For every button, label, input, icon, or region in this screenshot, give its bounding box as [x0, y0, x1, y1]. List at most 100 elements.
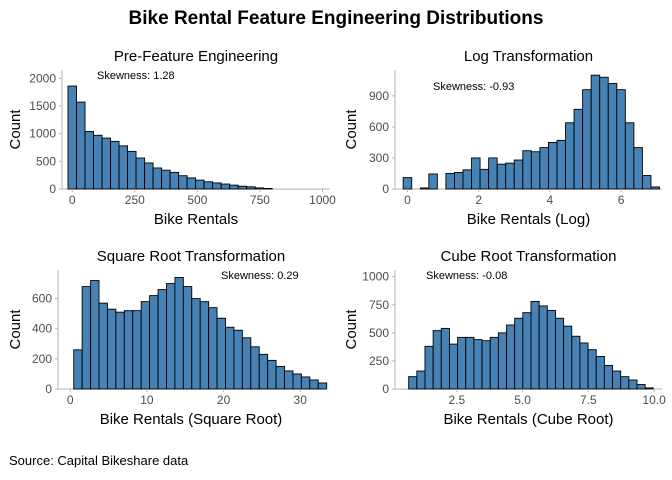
y-tick-label: 400: [32, 322, 52, 336]
histogram-bar: [127, 150, 137, 190]
histogram-bar: [161, 169, 171, 190]
histogram-bar: [216, 317, 226, 390]
histogram-bar: [98, 302, 108, 390]
x-tick-label: 10: [140, 393, 154, 407]
x-tick-label: 750: [250, 193, 270, 207]
histogram-bar: [309, 379, 319, 390]
histogram-bar: [199, 301, 210, 390]
histogram-bar: [522, 150, 532, 190]
histogram-bar: [241, 337, 252, 390]
x-tick-label: 4: [547, 193, 554, 207]
histogram-bar: [135, 157, 146, 190]
histogram-bar: [225, 326, 235, 390]
panel-title: Cube Root Transformation: [441, 248, 617, 265]
histogram-bar: [628, 379, 638, 390]
histogram-bar: [408, 376, 418, 390]
histogram-bar: [424, 345, 434, 390]
x-tick-label: 2.5: [448, 393, 465, 407]
y-tick-label: 1500: [29, 99, 56, 113]
histogram-bar: [599, 76, 609, 190]
histogram-bar: [488, 157, 498, 190]
histogram-bar: [496, 163, 507, 190]
histogram-bar: [186, 177, 197, 190]
histogram-bar: [514, 317, 524, 390]
chart-panel-pre-feature: Pre-Feature Engineering 0 500 1000 1500 2000 0…: [0, 42, 336, 242]
x-axis-label: Bike Rentals (Log): [467, 211, 590, 228]
histogram-bar: [489, 336, 499, 390]
histogram-bar: [195, 179, 205, 190]
histogram-bar: [81, 286, 92, 390]
panel-title: Log Transformation: [464, 48, 593, 65]
histogram-bar: [212, 182, 222, 190]
histogram-bar: [582, 89, 592, 190]
histogram-bar: [229, 184, 239, 190]
histogram-bar: [620, 376, 630, 390]
y-tick-label: 600: [369, 120, 389, 134]
histogram-bar: [565, 122, 575, 190]
x-tick-label: 30: [294, 393, 308, 407]
histogram-bar: [250, 346, 260, 390]
panel-title: Square Root Transformation: [97, 248, 285, 265]
histogram-bar: [641, 175, 652, 190]
y-tick-label: 750: [369, 298, 389, 312]
histogram-bar: [538, 305, 548, 390]
histogram-bar: [595, 355, 605, 390]
histogram-bar: [300, 376, 311, 390]
histogram-bar: [237, 185, 248, 190]
histogram-bar: [258, 353, 269, 390]
histogram-bar: [178, 175, 188, 190]
x-tick-label: 250: [125, 193, 145, 207]
histogram-bar: [579, 342, 589, 390]
histogram-bar: [650, 186, 660, 190]
y-axis-label: Count: [7, 309, 24, 350]
skewness-annotation: Skewness: -0.08: [426, 270, 507, 282]
histogram-bar: [191, 298, 201, 390]
histogram-bar: [590, 74, 601, 190]
y-tick-label: 0: [382, 182, 389, 196]
histogram-bar: [471, 157, 481, 190]
x-axis-label: Bike Rentals: [154, 211, 238, 228]
histogram-bar: [157, 289, 167, 390]
histogram-bar: [616, 89, 626, 190]
histogram-bar: [636, 384, 646, 390]
y-tick-label: 0: [49, 182, 56, 196]
histogram-bar: [67, 85, 77, 190]
histogram-bar: [449, 343, 459, 390]
histogram-bar: [233, 329, 243, 390]
histogram-bar: [607, 83, 618, 190]
histogram-bar: [402, 177, 413, 190]
histogram-bar: [481, 340, 491, 390]
y-tick-label: 900: [369, 89, 389, 103]
histogram-bar: [497, 332, 507, 390]
y-tick-label: 1000: [29, 127, 56, 141]
histogram-bar: [292, 373, 302, 390]
y-tick-label: 600: [32, 292, 52, 306]
histogram-bar: [149, 295, 159, 390]
histogram-bar: [220, 183, 231, 190]
y-tick-label: 1000: [362, 270, 389, 284]
histogram-bar: [106, 308, 117, 390]
histogram-bar: [90, 280, 100, 390]
histogram-bar: [246, 186, 256, 190]
y-tick-label: 300: [369, 151, 389, 165]
skewness-annotation: Skewness: 1.28: [97, 70, 175, 82]
histogram-bar: [317, 382, 328, 390]
histogram-bar: [115, 311, 125, 390]
histogram-bar: [182, 286, 193, 390]
histogram-bar: [76, 101, 86, 190]
x-tick-label: 2: [475, 193, 482, 207]
histogram-bar: [633, 147, 643, 190]
y-tick-label: 250: [369, 354, 389, 368]
source-caption: Source: Capital Bikeshare data: [9, 453, 189, 468]
histogram-bar: [275, 365, 285, 390]
y-tick-label: 200: [32, 352, 52, 366]
histogram-bar: [174, 277, 184, 390]
histogram-bar: [132, 310, 142, 390]
x-tick-label: 7.5: [580, 393, 597, 407]
histogram-bar: [603, 364, 613, 390]
histogram-bar: [573, 108, 584, 190]
x-tick-label: 20: [217, 393, 231, 407]
histogram-bar: [465, 336, 475, 390]
histogram-bar: [513, 159, 524, 190]
chart-panel-cbrt: Cube Root Transformation 0 250 500 750 1000 2.…: [336, 242, 672, 442]
